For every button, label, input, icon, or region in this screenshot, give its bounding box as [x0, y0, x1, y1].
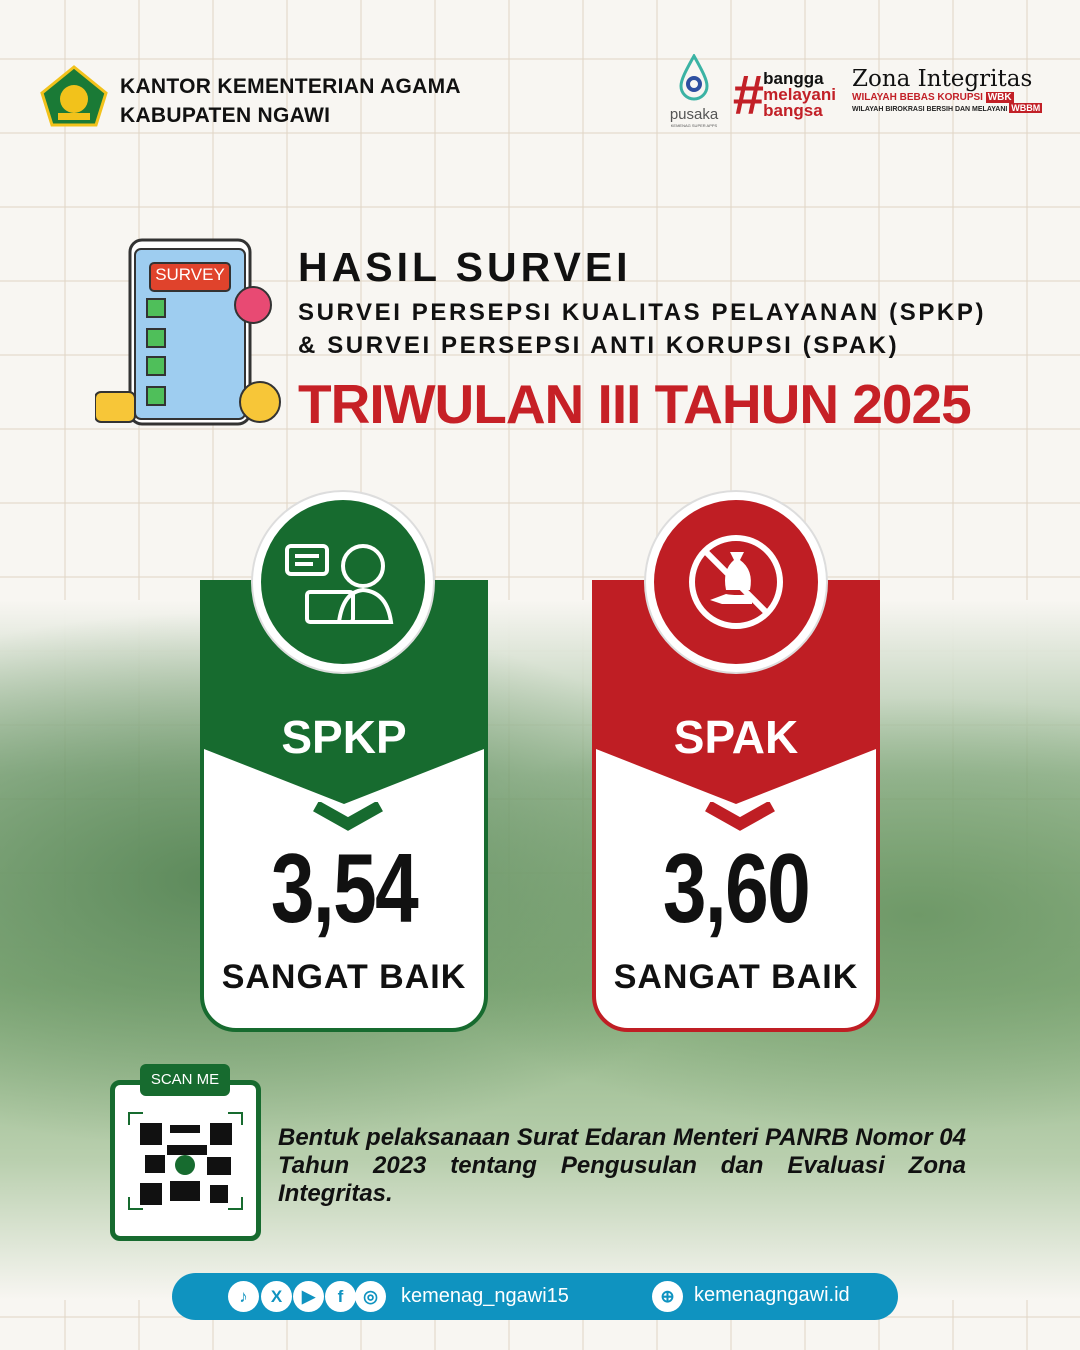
facebook-icon[interactable]: f	[325, 1281, 356, 1312]
wbbm-badge: WBBM	[1009, 103, 1043, 113]
hashtag-icon: #	[732, 63, 764, 126]
regulation-note: Bentuk pelaksanaan Surat Edaran Menteri …	[278, 1124, 966, 1207]
qr-code[interactable]	[110, 1080, 261, 1241]
pusaka-text: pusaka	[669, 106, 719, 123]
subtitle-line-2: & SURVEI PERSEPSI ANTI KORUPSI (SPAK)	[298, 332, 900, 359]
bangga-melayani-bangsa-logo: # bangga melayani bangsa	[732, 63, 836, 126]
zona-integritas-logo: Zona Integritas WILAYAH BEBAS KORUPSI WB…	[852, 66, 1043, 113]
customer-service-icon	[253, 492, 433, 672]
chevron-down-icon	[313, 802, 383, 831]
chevron-down-icon	[705, 802, 775, 831]
spak-label: SPAK	[673, 711, 799, 763]
survey-phone-illustration	[95, 238, 281, 426]
title-subtitle: SURVEI PERSEPSI KUALITAS PELAYANAN (SPKP…	[298, 296, 986, 362]
title-period: TRIWULAN III TAHUN 2025	[298, 373, 972, 435]
bangga-text: bangga	[763, 69, 824, 88]
scan-me-label: SCAN ME	[140, 1064, 230, 1096]
no-bribery-icon	[646, 492, 826, 672]
spkp-category: SANGAT BAIK	[221, 958, 467, 996]
pusaka-logo: pusaka KEMENAG SUPER APPS	[664, 52, 724, 128]
zi-wbbm: WILAYAH BIROKRASI BERSIH DAN MELAYANI	[852, 106, 1008, 113]
social-handle[interactable]: kemenag_ngawi15	[401, 1285, 569, 1307]
website-link[interactable]: kemenagngawi.id	[694, 1284, 850, 1306]
organization-name: KANTOR KEMENTERIAN AGAMA KABUPATEN NGAWI	[120, 72, 461, 130]
spak-card: SPAK 3,60 SANGAT BAIK	[592, 580, 880, 1032]
footer-bar: ♪ X ▶ f ◎ kemenag_ngawi15 ⊕ kemenagngawi…	[172, 1273, 898, 1320]
kemenag-logo	[40, 65, 108, 127]
pusaka-subtext: KEMENAG SUPER APPS	[670, 123, 718, 128]
spkp-score: 3,54	[270, 833, 419, 943]
org-line-2: KABUPATEN NGAWI	[120, 104, 331, 127]
spkp-card: SPKP 3,54 SANGAT BAIK	[200, 580, 488, 1032]
zi-title: Zona Integritas	[852, 66, 1033, 92]
youtube-icon[interactable]: ▶	[293, 1281, 324, 1312]
wbk-badge: WBK	[985, 92, 1014, 103]
spak-score: 3,60	[662, 833, 811, 943]
tiktok-icon[interactable]: ♪	[228, 1281, 259, 1312]
org-line-1: KANTOR KEMENTERIAN AGAMA	[120, 75, 461, 98]
spak-category: SANGAT BAIK	[613, 958, 859, 996]
zi-wbk: WILAYAH BEBAS KORUPSI	[852, 92, 983, 103]
survey-label: SURVEY	[155, 265, 225, 284]
qr-code-image	[128, 1112, 243, 1210]
globe-icon: ⊕	[652, 1281, 683, 1312]
bangsa-text: bangsa	[763, 101, 823, 120]
x-icon[interactable]: X	[261, 1281, 292, 1312]
title-main: HASIL SURVEI	[298, 244, 632, 290]
pusaka-drop-icon	[679, 52, 709, 101]
spkp-label: SPKP	[281, 711, 407, 763]
melayani-text: melayani	[763, 85, 836, 104]
instagram-icon[interactable]: ◎	[355, 1281, 386, 1312]
subtitle-line-1: SURVEI PERSEPSI KUALITAS PELAYANAN (SPKP…	[298, 299, 987, 326]
